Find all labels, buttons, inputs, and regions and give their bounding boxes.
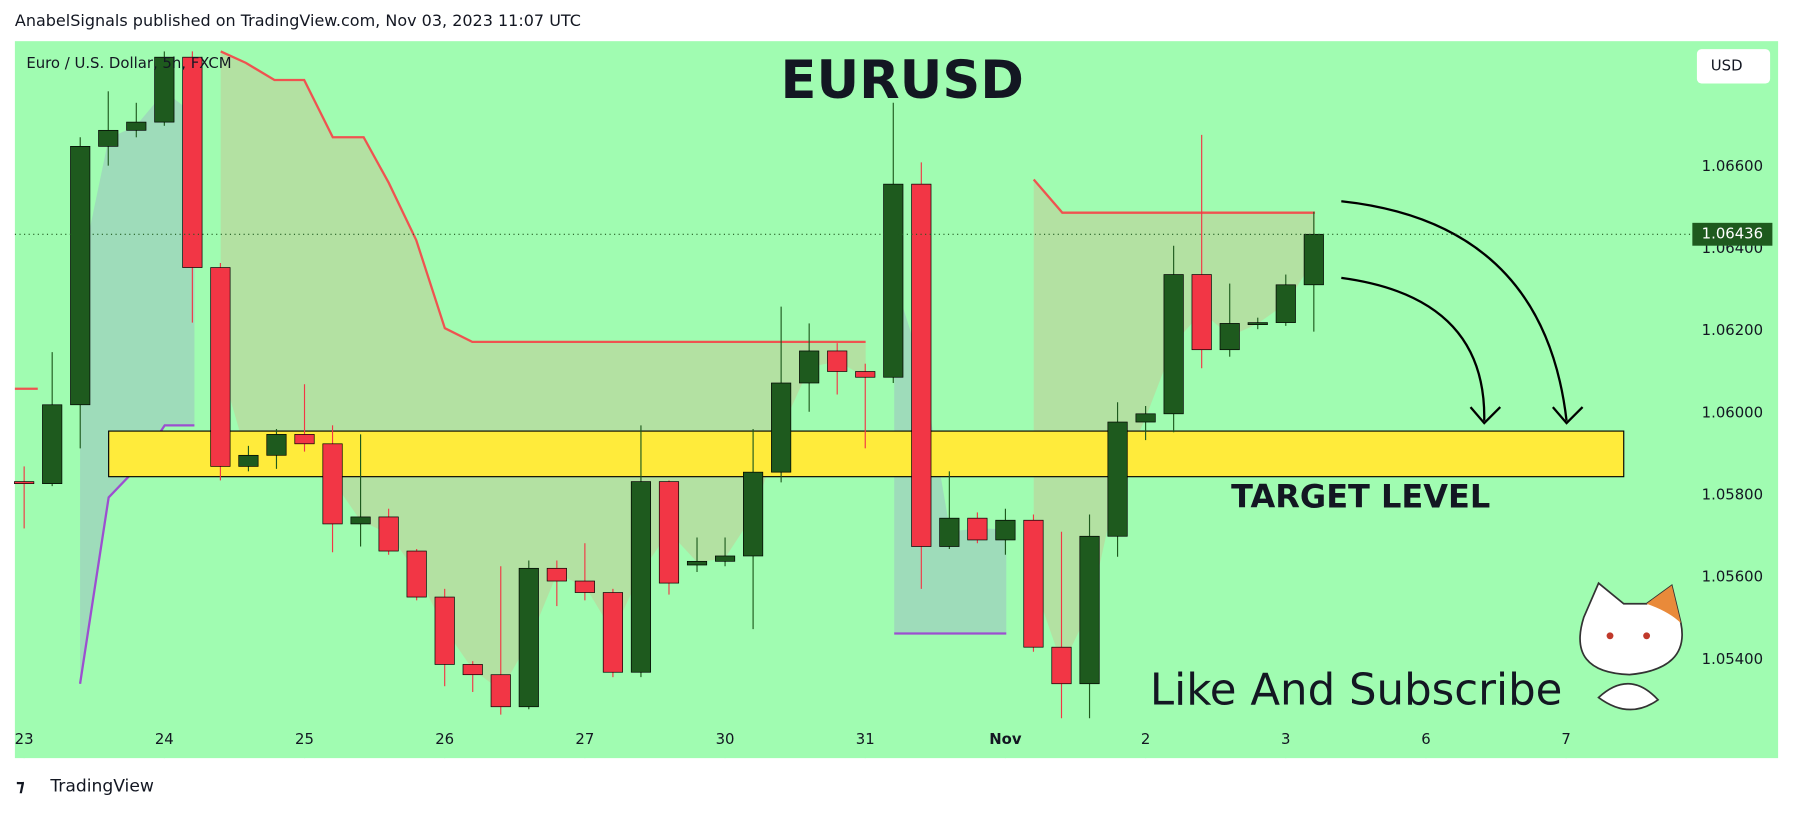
target-zone (108, 430, 1625, 478)
chart-title: EURUSD (781, 50, 1024, 111)
candle-body (1303, 233, 1324, 286)
cat-eye (1643, 632, 1651, 640)
cat-eye (1606, 632, 1614, 640)
candle-body (14, 481, 35, 485)
candle-body (658, 481, 680, 584)
x-tick-label: 25 (295, 730, 314, 748)
arrow (1341, 200, 1568, 421)
x-tick-label: 31 (856, 730, 875, 748)
candles (14, 51, 1324, 719)
zone-layer (108, 430, 1625, 478)
x-tick-label: 3 (1281, 730, 1290, 748)
cat-body (1597, 682, 1660, 711)
candle-body (210, 267, 231, 467)
candle-body (855, 371, 876, 378)
candle-body (350, 516, 371, 525)
y-tick-label: 1.05600 (1702, 568, 1763, 586)
arrows (1341, 200, 1584, 425)
candle-body (294, 434, 315, 445)
candle-body (406, 550, 427, 598)
candle-body (70, 146, 91, 406)
indicator-fill (80, 91, 195, 684)
candle-body (1191, 274, 1212, 351)
indicator-fill (1033, 179, 1316, 666)
brand-logo: ⁊ (16, 777, 25, 797)
y-tick-label: 1.06000 (1702, 403, 1763, 421)
x-tick-label: 27 (575, 730, 594, 748)
byline: AnabelSignals published on TradingView.c… (15, 11, 581, 30)
x-tick-label: 24 (155, 730, 174, 748)
candle-body (126, 121, 147, 131)
candle-body (1135, 413, 1156, 423)
candle-body (518, 567, 539, 708)
indicator-line (1032, 178, 1316, 214)
currency-box (1696, 49, 1771, 84)
arrow (1341, 276, 1486, 421)
x-tick-label: 23 (15, 730, 34, 748)
cat-patch (1646, 585, 1681, 624)
candle-body (238, 454, 259, 467)
candle-body (1275, 284, 1296, 323)
x-tick-label: 30 (716, 730, 735, 748)
candle-body (1163, 274, 1184, 415)
annotation: TARGET LEVEL (1231, 478, 1490, 516)
candle-body (42, 404, 63, 485)
candle-body (714, 555, 736, 562)
candle-body (771, 382, 792, 473)
candle-body (98, 129, 119, 147)
candle-body (686, 560, 708, 566)
candle-body (1023, 519, 1044, 648)
x-tick-label: 2 (1141, 730, 1150, 748)
x-tick-label: 26 (435, 730, 454, 748)
candle-body (743, 471, 764, 557)
candle-body (1247, 322, 1268, 326)
candle-body (939, 517, 960, 547)
y-tick-label: 1.05800 (1702, 486, 1763, 504)
annotation: Like And Subscribe (1150, 665, 1562, 715)
brand: TradingView (49, 777, 154, 797)
candle-body (322, 443, 343, 525)
y-tick-label: 1.06600 (1702, 157, 1763, 175)
candle-body (799, 350, 820, 384)
candle-body (602, 592, 623, 673)
last-price-box (1692, 222, 1773, 246)
candle-body (1219, 323, 1240, 351)
candle-body (827, 350, 848, 372)
candle-body (1079, 535, 1100, 685)
candle-body (182, 56, 203, 268)
candle-body (378, 516, 399, 552)
cat-sticker (1579, 581, 1683, 711)
indicator-layer (14, 50, 1316, 691)
indicator-fill (220, 51, 866, 691)
candle-body (995, 519, 1016, 541)
candle-body (490, 674, 511, 708)
x-tick-label: Nov (989, 730, 1022, 748)
candle-body (1051, 646, 1072, 685)
candle-body (574, 580, 595, 593)
candle-body (1107, 421, 1128, 537)
x-tick-label: 6 (1421, 730, 1430, 748)
arrow-head (1469, 406, 1502, 425)
candle-body (630, 481, 652, 673)
candle-body (911, 183, 932, 547)
last-price-label: 1.06436 (1702, 224, 1763, 242)
candle-body (434, 596, 455, 665)
currency-label: USD (1711, 56, 1743, 74)
arrow-head (1551, 406, 1584, 425)
symbol-label: Euro / U.S. Dollar, 5h, FXCM (26, 54, 231, 72)
candle-body (546, 567, 567, 582)
indicator-line (220, 50, 866, 344)
candle-body (967, 517, 988, 541)
y-tick-label: 1.05400 (1702, 650, 1763, 668)
candle-body (462, 664, 483, 676)
candle-body (154, 56, 175, 123)
y-tick-label: 1.06200 (1702, 321, 1763, 339)
candle-body (883, 183, 904, 378)
x-tick-label: 7 (1561, 730, 1570, 748)
candle-body (266, 434, 287, 456)
